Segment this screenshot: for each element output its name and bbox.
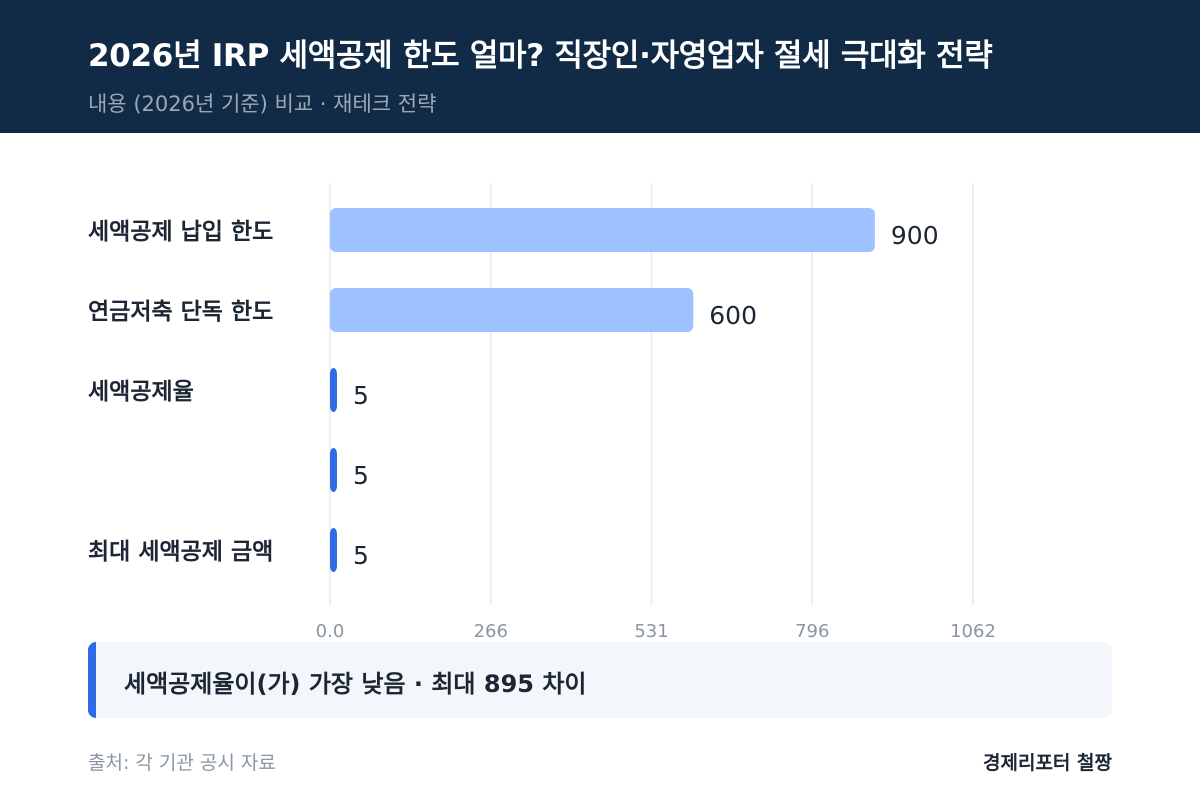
source-note: 출처: 각 기관 공시 자료 [88,752,276,774]
bar [330,448,337,492]
bar [330,288,694,332]
bar-chart: 0.0 266 531 796 1062 세액공제 납입 한도 900 연금저축 단독 한도 6… [88,183,996,642]
value-label: 900 [891,221,939,250]
category-label: 최대 세액공제 금액 [88,539,273,565]
x-tick-label: 531 [634,621,668,642]
page-subtitle: 내용 (2026년 기준) 비교 · 재테크 전략 [88,92,437,116]
brand-label: 경제리포터 철짱 [983,752,1112,774]
x-tick-label: 0.0 [316,621,345,642]
value-label: 600 [709,301,757,330]
value-label: 5 [353,541,369,570]
insight-box: 세액공제율이(가) 가장 낮음 · 최대 895 차이 [88,642,1112,718]
category-label: 세액공제율 [88,379,194,405]
page-title: 2026년 IRP 세액공제 한도 얼마? 직장인·자영업자 절세 극대화 전략 [88,38,993,74]
bar [330,208,875,252]
header: 2026년 IRP 세액공제 한도 얼마? 직장인·자영업자 절세 극대화 전략… [0,0,1200,133]
value-label: 5 [353,381,369,410]
x-tick-label: 1062 [950,621,996,642]
category-label: 세액공제 납입 한도 [88,219,273,245]
category-label: 연금저축 단독 한도 [88,299,273,325]
bar [330,528,337,572]
x-tick-label: 266 [474,621,508,642]
insight-text: 세액공제율이(가) 가장 낮음 · 최대 895 차이 [124,670,587,698]
x-tick-label: 796 [795,621,829,642]
bar [330,368,337,412]
value-label: 5 [353,461,369,490]
